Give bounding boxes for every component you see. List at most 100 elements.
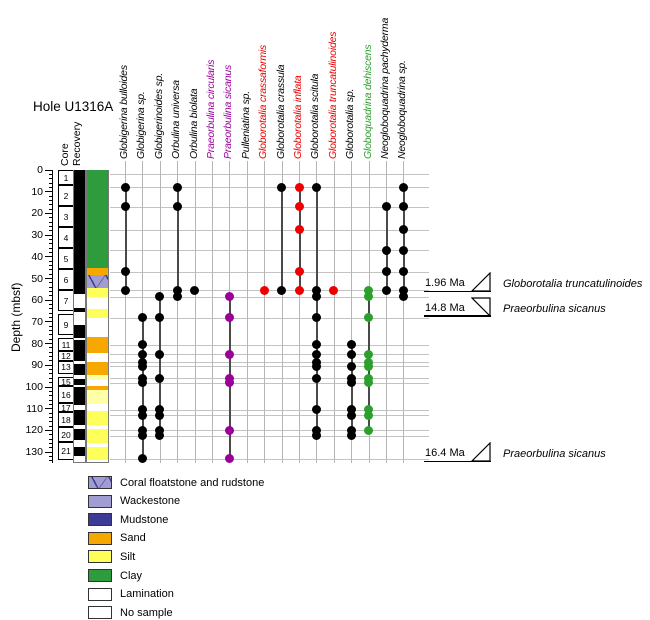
recovery-bar [74, 170, 85, 294]
occurrence-dot [172, 182, 182, 192]
species-range-line [315, 187, 318, 436]
sample-line [110, 458, 429, 460]
occurrence-dot [311, 349, 321, 359]
species-range-line [124, 187, 127, 291]
species-column-line [177, 161, 179, 463]
species-label: Pulleniatina sp. [239, 90, 252, 159]
depth-minor-tick [48, 178, 52, 180]
recovery-bar [74, 379, 85, 385]
occurrence-dot [364, 378, 374, 388]
occurrence-dot [346, 410, 356, 420]
depth-minor-tick [48, 225, 52, 227]
species-label: Globigerina sp. [135, 91, 148, 159]
sample-line [110, 378, 429, 380]
lithology-band [87, 362, 108, 376]
species-range-line [281, 187, 284, 291]
occurrence-dot [172, 285, 182, 295]
legend-item: Wackestone [88, 494, 180, 508]
legend-item: Sand [88, 531, 146, 545]
depth-minor-tick [48, 395, 52, 397]
occurrence-dot [137, 349, 147, 359]
depth-major-tick [45, 212, 52, 214]
depth-tick-label: 120 [25, 424, 43, 437]
occurrence-dot [137, 378, 147, 388]
occurrence-dot [364, 349, 374, 359]
species-label: Globorotalia scitula [309, 73, 322, 159]
depth-major-tick [45, 343, 52, 345]
species-label: Orbulina universa [170, 80, 183, 159]
occurrence-dot [346, 431, 356, 441]
lithology-band [87, 267, 108, 276]
core-box: 17 [58, 403, 74, 413]
core-box: 1 [58, 170, 74, 186]
occurrence-dot [329, 285, 339, 295]
species-column-line [281, 161, 283, 463]
occurrence-dot [398, 267, 408, 277]
lithology-band [87, 375, 108, 381]
lithology-band [87, 288, 108, 297]
legend-label: Mudstone [120, 513, 169, 526]
species-range-line [141, 317, 144, 459]
occurrence-dot [172, 202, 182, 212]
depth-major-tick [45, 408, 52, 410]
occurrence-dot [398, 182, 408, 192]
sample-line [110, 382, 429, 384]
legend-item: Coral floatstone and rudstone [88, 476, 264, 489]
occurrence-dot [364, 425, 374, 435]
species-range-line [176, 187, 179, 297]
core-column-header: Core [59, 143, 71, 166]
depth-minor-tick [48, 273, 52, 275]
recovery-bar [74, 325, 85, 339]
depth-major-tick [45, 451, 52, 453]
sample-line [110, 206, 429, 208]
occurrence-dot [277, 285, 287, 295]
lithology-band [87, 385, 108, 391]
datum-age-label: 14.8 Ma [425, 302, 465, 315]
core-box: 12 [58, 351, 74, 361]
occurrence-dot [398, 292, 408, 302]
depth-minor-tick [48, 269, 52, 271]
depth-minor-tick [48, 421, 52, 423]
species-range-line [402, 187, 405, 297]
core-box: 15 [58, 377, 74, 387]
depth-major-tick [45, 429, 52, 431]
depth-minor-tick [48, 282, 52, 284]
occurrence-dot [311, 340, 321, 350]
legend-label: Lamination [120, 588, 174, 601]
occurrence-dot [311, 313, 321, 323]
occurrence-dot [311, 361, 321, 371]
depth-tick-label: 80 [31, 337, 43, 350]
sample-line [110, 435, 429, 437]
occurrence-dot [364, 405, 374, 415]
core-box: 2 [58, 185, 74, 207]
depth-minor-tick [48, 399, 52, 401]
depth-minor-tick [48, 264, 52, 266]
legend-swatch-coral [88, 476, 112, 489]
occurrence-dot [224, 313, 234, 323]
figure-title: Hole U1316A [33, 99, 114, 114]
depth-tick-label: 90 [31, 359, 43, 372]
sample-line [110, 409, 429, 411]
depth-minor-tick [48, 382, 52, 384]
occurrence-dot [311, 373, 321, 383]
depth-minor-tick [48, 251, 52, 253]
core-box: 6 [58, 269, 74, 291]
depth-axis-title: Depth (mbsf) [9, 282, 23, 352]
species-column-line [351, 161, 353, 463]
occurrence-dot [155, 313, 165, 323]
species-column-line [333, 161, 335, 463]
core-box: 9 [58, 314, 74, 336]
depth-minor-tick [48, 247, 52, 249]
depth-minor-tick [48, 317, 52, 319]
depth-tick-label: 50 [31, 272, 43, 285]
occurrence-dot [346, 405, 356, 415]
sample-line [110, 366, 429, 368]
occurrence-dot [346, 361, 356, 371]
recovery-column-header: Recovery [71, 121, 83, 166]
recovery-bar [74, 446, 85, 457]
legend-label: Sand [120, 532, 146, 545]
species-column-line [142, 161, 144, 463]
occurrence-dot [155, 292, 165, 302]
occurrence-dot [364, 361, 374, 371]
species-range-line [298, 187, 301, 291]
